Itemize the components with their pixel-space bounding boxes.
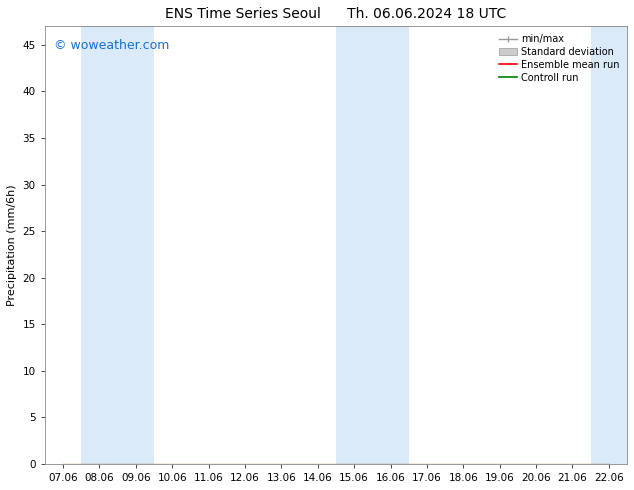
Text: © woweather.com: © woweather.com: [53, 39, 169, 52]
Legend: min/max, Standard deviation, Ensemble mean run, Controll run: min/max, Standard deviation, Ensemble me…: [496, 31, 622, 86]
Bar: [81, 26, 154, 464]
Bar: [591, 26, 627, 464]
Y-axis label: Precipitation (mm/6h): Precipitation (mm/6h): [7, 184, 17, 306]
Title: ENS Time Series Seoul      Th. 06.06.2024 18 UTC: ENS Time Series Seoul Th. 06.06.2024 18 …: [165, 7, 507, 21]
Bar: [336, 26, 409, 464]
